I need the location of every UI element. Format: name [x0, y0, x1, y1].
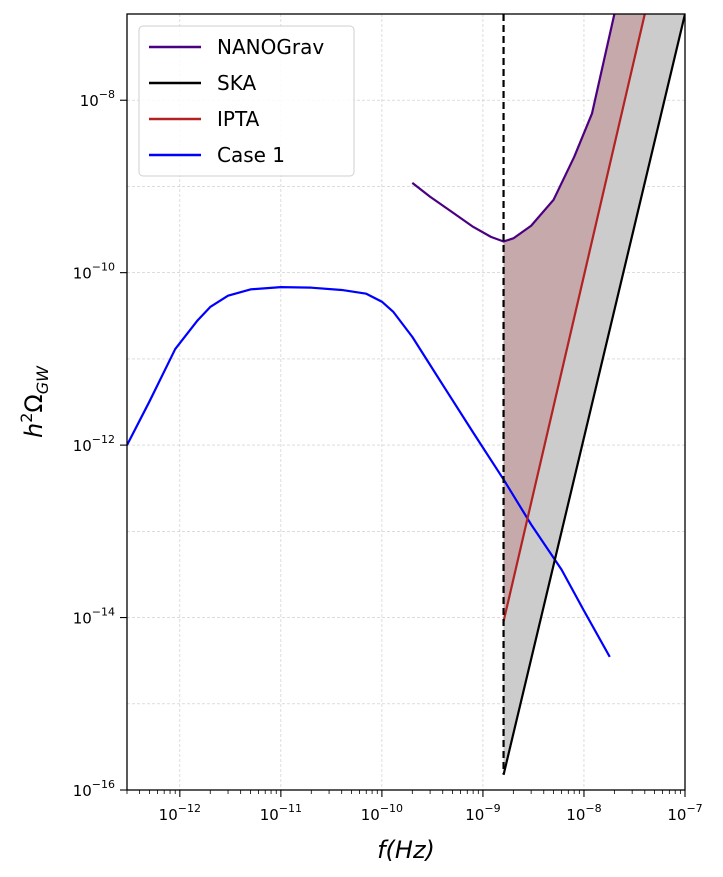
series-lines — [127, 14, 685, 776]
series-line-ska — [502, 14, 685, 776]
series-line-ipta — [502, 14, 646, 622]
x-tick-label: 10−9 — [465, 802, 500, 824]
legend: NANOGrav SKA IPTA Case 1 — [138, 25, 355, 177]
legend-label-ska: SKA — [217, 71, 256, 95]
y-tick-label: 10−12 — [73, 433, 115, 455]
y-tick-label: 10−16 — [73, 778, 115, 800]
x-tick-label: 10−12 — [159, 802, 201, 824]
y-tick-label: 10−14 — [73, 606, 115, 628]
y-tick-label: 10−10 — [73, 261, 115, 283]
series-line-nanograv — [411, 14, 616, 243]
x-tick-label: 10−8 — [566, 802, 601, 824]
x-tick-label: 10−7 — [667, 802, 702, 824]
legend-label-ipta: IPTA — [217, 107, 260, 131]
y-tick-label: 10−8 — [80, 88, 115, 110]
ticks — [120, 99, 686, 797]
axis-labels: 10−12 10−11 10−10 10−9 10−8 10−7 10−16 10−14 10−… — [17, 88, 703, 864]
plot-frame — [126, 13, 686, 791]
x-tick-label: 10−10 — [361, 802, 403, 824]
legend-box — [138, 25, 355, 177]
legend-label-case-1: Case 1 — [217, 143, 285, 167]
series-line-case-1 — [127, 286, 611, 658]
legend-label-nanograv: NANOGrav — [217, 35, 324, 59]
x-tick-label: 10−11 — [260, 802, 302, 824]
x-axis-label: f(Hz) — [377, 836, 435, 864]
y-axis-label: h2ΩGW — [17, 365, 52, 438]
